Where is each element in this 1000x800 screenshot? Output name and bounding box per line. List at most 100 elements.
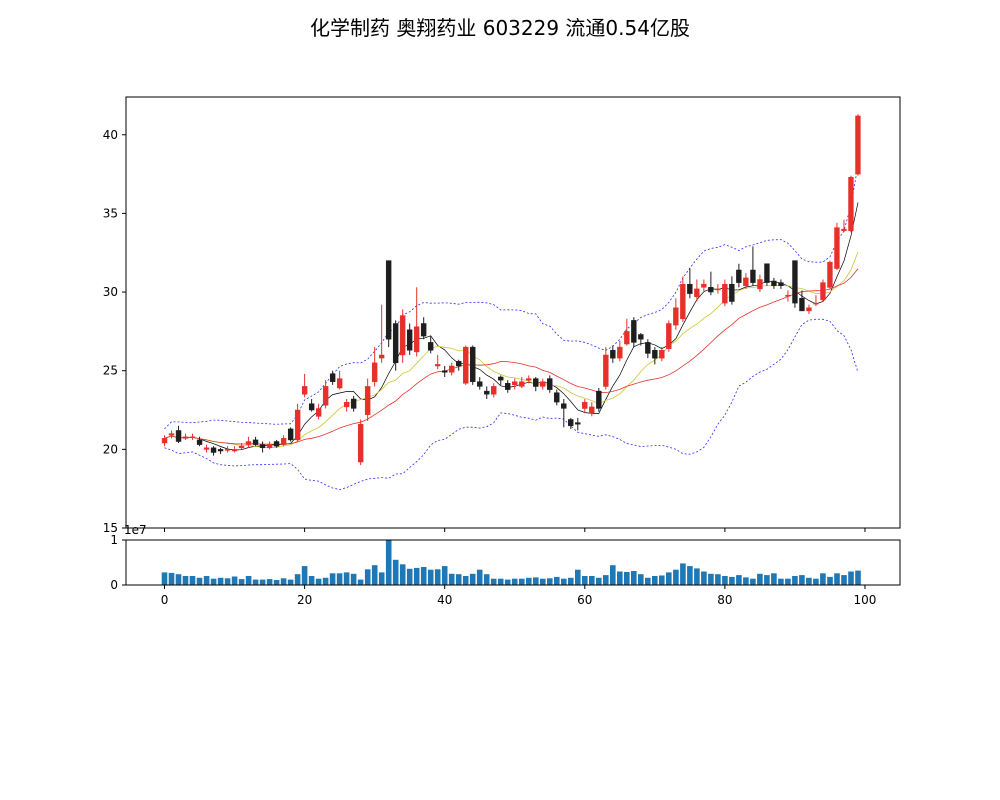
ma-long-line (164, 268, 859, 445)
candle-body (750, 269, 756, 283)
x-tick-label: 40 (437, 593, 452, 607)
candle-body (792, 260, 798, 304)
volume-bar (610, 565, 616, 585)
candle-body (238, 445, 245, 449)
volume-bar (427, 569, 434, 585)
volume-bar (378, 572, 385, 585)
candle-body (512, 381, 518, 386)
candle-body (427, 342, 434, 351)
candle-body (505, 383, 511, 390)
candle-body (596, 390, 602, 409)
candle-body (315, 408, 322, 417)
volume-bar (617, 571, 623, 585)
price-tick-label: 15 (103, 521, 118, 535)
volume-bar (280, 578, 287, 586)
volume-bar (645, 577, 651, 585)
candle-body (533, 378, 539, 387)
volume-bar (217, 577, 224, 585)
candle-body (785, 294, 791, 297)
volume-bar (736, 575, 742, 585)
x-tick-label: 60 (577, 593, 592, 607)
volume-bar (266, 579, 273, 585)
volume-bar (182, 576, 189, 585)
volume-bar (420, 567, 427, 585)
volume-bar (631, 571, 637, 585)
candle-body (371, 362, 378, 382)
volume-bar (434, 569, 441, 586)
x-axis: 0 20 40 60 80 100 (161, 528, 877, 607)
volume-bar (196, 577, 203, 585)
candle-body (624, 331, 630, 345)
candle-body (575, 422, 581, 425)
candle-body (231, 449, 238, 452)
candle-body (813, 302, 819, 305)
candle-body (666, 323, 672, 349)
volume-bar (490, 578, 497, 585)
volume-bar (329, 573, 336, 585)
volume-bar (168, 572, 175, 585)
candle-body (631, 320, 637, 343)
volume-bar (238, 579, 245, 585)
volume-bar (778, 578, 784, 585)
candle-body (673, 307, 679, 326)
volume-bar (848, 571, 854, 585)
x-tick-label: 100 (854, 593, 877, 607)
candle-body (434, 364, 441, 367)
volume-bar (743, 577, 749, 585)
price-axes-frame (125, 96, 901, 529)
volume-bar (469, 573, 476, 586)
candle-body (827, 261, 833, 288)
volume-bar (701, 571, 707, 585)
candle-body (526, 378, 532, 381)
volume-bar (161, 572, 168, 585)
candle-body (652, 350, 658, 359)
volume-bar (764, 575, 770, 585)
volume-bar (483, 574, 490, 585)
candle-body (855, 115, 861, 175)
candle-body (210, 447, 217, 453)
candle-body (540, 381, 546, 387)
volume-bar (308, 576, 315, 585)
candle-body (259, 444, 266, 448)
x-tick-label: 0 (161, 593, 169, 607)
candle-body (694, 288, 700, 298)
candle-body (477, 381, 483, 387)
volume-bar (315, 578, 322, 585)
volume-tick-label: 0 (110, 578, 118, 592)
volume-offset-label: 1e7 (124, 523, 147, 537)
volume-bar (729, 576, 735, 585)
candle-body (196, 439, 203, 445)
candle-body (350, 398, 357, 409)
candle-body (322, 386, 329, 406)
volume-bar (666, 572, 672, 585)
volume-bar (385, 540, 392, 585)
volume-bar (357, 579, 364, 585)
volume-bar (540, 578, 546, 585)
volume-bar (175, 574, 182, 585)
volume-bar (834, 573, 840, 585)
volume-panel: 0 1 1e7 (110, 523, 901, 592)
candle-body (245, 441, 252, 445)
volume-bar (294, 574, 301, 585)
volume-bar (841, 575, 847, 585)
volume-bar (413, 567, 420, 585)
candle-body (378, 354, 385, 359)
candle-body (484, 390, 490, 395)
candle-body (420, 323, 427, 337)
volume-bar (652, 576, 658, 585)
candle-body (547, 378, 553, 390)
volume-bar (273, 580, 280, 585)
volume-axes-frame (125, 539, 901, 586)
candle-body (392, 323, 399, 364)
candle-body (329, 373, 336, 382)
candle-body (736, 269, 742, 283)
volume-bar (519, 578, 525, 585)
volume-bar (785, 578, 791, 585)
volume-bar (203, 576, 210, 585)
candle-body (442, 370, 448, 373)
volume-bar (589, 576, 595, 585)
candle-body (449, 365, 455, 373)
x-tick-label: 20 (297, 593, 312, 607)
volume-bar (687, 566, 693, 585)
